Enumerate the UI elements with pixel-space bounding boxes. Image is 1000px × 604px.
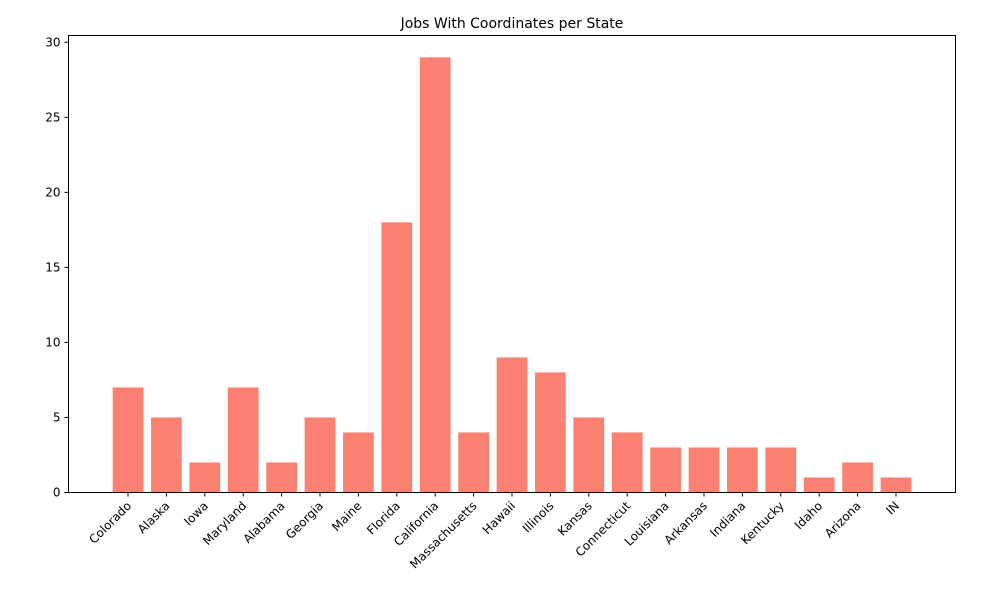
bar-arizona bbox=[842, 462, 873, 493]
bar-alaska bbox=[151, 417, 182, 493]
bar-indiana bbox=[727, 447, 758, 493]
x-tick-label: Iowa bbox=[181, 499, 211, 529]
chart-title: Jobs With Coordinates per State bbox=[400, 16, 624, 32]
y-tick-label: 30 bbox=[45, 35, 60, 49]
bars-group bbox=[112, 57, 912, 493]
x-tick-label: Alaska bbox=[135, 499, 173, 537]
bar-louisiana bbox=[650, 447, 681, 493]
y-tick-label: 0 bbox=[53, 486, 61, 500]
bar-idaho bbox=[803, 477, 835, 493]
bar-colorado bbox=[112, 387, 144, 493]
x-tick-label: Alabama bbox=[240, 499, 287, 546]
x-tick-label: Illinois bbox=[520, 499, 557, 536]
bar-california bbox=[419, 57, 451, 493]
bar-alabama bbox=[266, 462, 297, 493]
bar-in bbox=[880, 477, 912, 493]
bar-hawaii bbox=[496, 357, 528, 493]
y-tick-label: 15 bbox=[45, 260, 60, 274]
x-tick-label: Hawaii bbox=[480, 499, 518, 537]
bar-illinois bbox=[535, 372, 566, 493]
x-tick-label: Idaho bbox=[792, 499, 826, 533]
bar-iowa bbox=[189, 462, 221, 493]
bar-georgia bbox=[304, 417, 336, 493]
y-tick-label: 25 bbox=[45, 110, 60, 124]
x-tick-label: Colorado bbox=[86, 499, 134, 547]
x-axis: Colorado Alaska IowaMarylandAlabamaGeorgia… bbox=[86, 492, 902, 572]
bar-massachusetts bbox=[458, 432, 489, 493]
x-tick-label: Georgia bbox=[283, 499, 326, 542]
plot-frame bbox=[68, 35, 956, 493]
x-tick-label: Massachusetts bbox=[407, 499, 480, 572]
bar-kansas bbox=[573, 417, 605, 493]
y-tick-label: 10 bbox=[45, 335, 60, 349]
bar-maryland bbox=[227, 387, 259, 493]
bar-florida bbox=[381, 222, 413, 493]
y-tick-label: 5 bbox=[53, 410, 61, 424]
x-tick-label: Maine bbox=[329, 499, 364, 534]
x-tick-label: IN bbox=[883, 499, 902, 518]
bar-connecticut bbox=[611, 432, 643, 493]
bar-arkansas bbox=[688, 447, 720, 493]
y-tick-label: 20 bbox=[45, 185, 60, 199]
bar-maine bbox=[343, 432, 374, 493]
y-axis: 0 5 10 15 20 25 30 bbox=[45, 35, 69, 500]
x-tick-label: Arizona bbox=[822, 499, 864, 541]
bar-kentucky bbox=[765, 447, 797, 493]
